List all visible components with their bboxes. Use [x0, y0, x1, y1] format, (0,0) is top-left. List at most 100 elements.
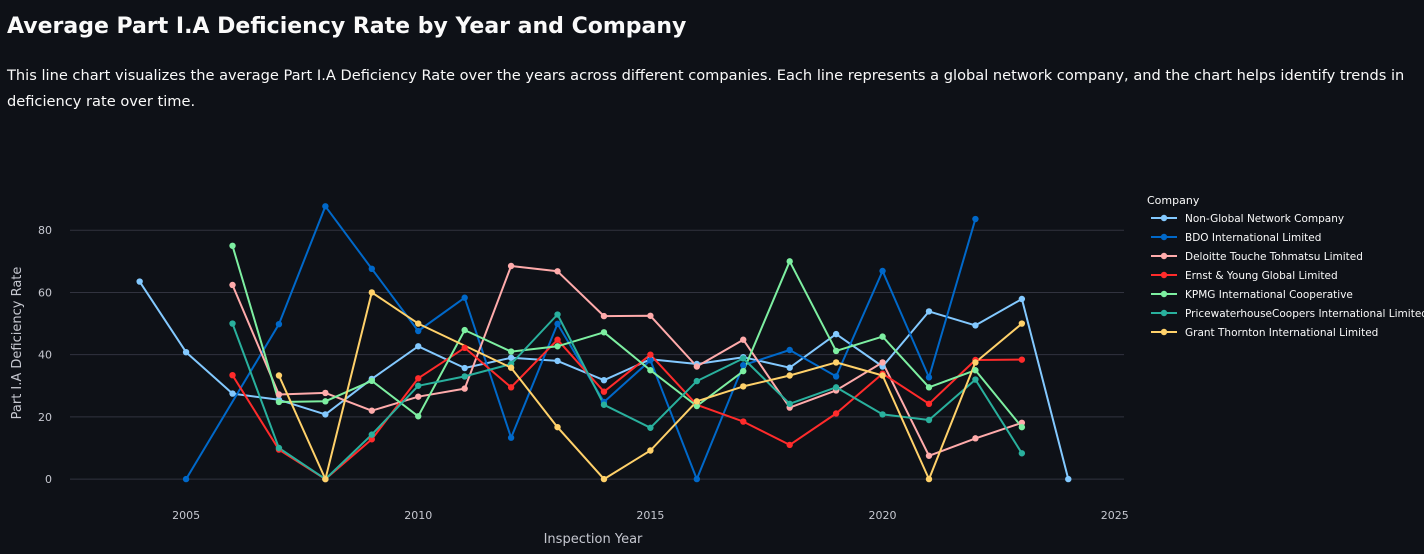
series-6-point[interactable] [925, 416, 933, 424]
series-5-point[interactable] [879, 333, 886, 340]
series-6-point[interactable] [1018, 450, 1026, 457]
series-2-point[interactable] [554, 320, 561, 328]
series-6-point[interactable] [647, 424, 654, 431]
series-6-point[interactable] [461, 373, 468, 380]
series-4-point[interactable] [415, 375, 422, 382]
series-points[interactable] [136, 203, 1072, 483]
series-5-point[interactable] [693, 402, 701, 410]
series-2-point[interactable] [879, 267, 886, 275]
series-3-point[interactable] [229, 281, 236, 289]
series-6-point[interactable] [368, 431, 376, 438]
series-5-point[interactable] [600, 329, 608, 336]
legend-item[interactable]: KPMG International Cooperative [1151, 289, 1353, 301]
series-7-point[interactable] [600, 475, 608, 483]
series-5-point[interactable] [740, 367, 747, 375]
series-2-point[interactable] [275, 320, 283, 328]
series-2-point[interactable] [832, 373, 840, 380]
legend-item[interactable]: Deloitte Touche Tohmatsu Limited [1151, 251, 1363, 263]
series-7-line[interactable] [277, 291, 1023, 481]
series-4-point[interactable] [368, 436, 376, 443]
series-4-point[interactable] [507, 384, 515, 391]
series-1-point[interactable] [832, 330, 840, 338]
series-6-point[interactable] [879, 411, 886, 418]
series-4-point[interactable] [461, 344, 468, 352]
series-3-point[interactable] [322, 389, 329, 397]
series-2-line[interactable] [185, 205, 977, 481]
series-1-point[interactable] [461, 364, 468, 372]
series-1-point[interactable] [1018, 295, 1026, 303]
series-2-point[interactable] [740, 362, 747, 369]
series-7-point[interactable] [879, 372, 886, 379]
series-1-point[interactable] [786, 364, 793, 371]
series-3-point[interactable] [925, 452, 933, 459]
series-6-point[interactable] [415, 382, 422, 389]
series-2-point[interactable] [322, 203, 329, 210]
series-5-point[interactable] [832, 347, 840, 355]
series-7-point[interactable] [368, 289, 376, 296]
series-3-point[interactable] [507, 262, 515, 270]
series-5-point[interactable] [972, 367, 979, 374]
series-5-point[interactable] [461, 326, 468, 334]
series-3-point[interactable] [647, 312, 654, 319]
series-7-point[interactable] [322, 475, 329, 483]
series-5-point[interactable] [368, 377, 376, 384]
series-2-point[interactable] [415, 327, 422, 335]
series-3-point[interactable] [879, 359, 886, 366]
series-2-point[interactable] [182, 475, 190, 483]
series-1-point[interactable] [182, 348, 190, 356]
series-4-point[interactable] [925, 400, 933, 408]
series-5-point[interactable] [1018, 423, 1026, 431]
series-5-point[interactable] [786, 258, 793, 265]
legend-item[interactable]: PricewaterhouseCoopers International Lim… [1151, 308, 1424, 320]
series-7-point[interactable] [786, 372, 793, 379]
series-7-point[interactable] [1018, 320, 1026, 327]
series-1-point[interactable] [136, 278, 143, 285]
series-5-point[interactable] [275, 398, 283, 406]
series-6-line[interactable] [231, 313, 1023, 481]
series-4-point[interactable] [832, 410, 840, 417]
series-2-point[interactable] [693, 475, 701, 483]
series-7-point[interactable] [693, 398, 701, 405]
series-2-point[interactable] [368, 265, 376, 272]
series-3-point[interactable] [415, 393, 422, 400]
series-2-point[interactable] [972, 215, 979, 223]
series-1-point[interactable] [600, 376, 608, 384]
legend[interactable]: Company Non-Global Network Company BDO In… [1147, 194, 1424, 339]
series-7-point[interactable] [507, 364, 515, 371]
series-3-point[interactable] [554, 268, 561, 275]
series-1-point[interactable] [415, 343, 422, 350]
legend-item[interactable]: Non-Global Network Company [1151, 213, 1344, 225]
series-1-point[interactable] [229, 390, 236, 397]
legend-item[interactable]: Ernst & Young Global Limited [1151, 270, 1338, 282]
series-7-point[interactable] [972, 359, 979, 366]
series-7-point[interactable] [415, 320, 422, 327]
series-4-point[interactable] [229, 372, 236, 379]
series-3-point[interactable] [368, 407, 376, 414]
series-2-point[interactable] [647, 357, 654, 364]
series-6-point[interactable] [554, 311, 561, 318]
series-5-point[interactable] [507, 348, 515, 355]
series-6-point[interactable] [600, 401, 608, 408]
series-1-point[interactable] [1065, 475, 1072, 483]
series-1-point[interactable] [322, 411, 329, 418]
legend-item[interactable]: BDO International Limited [1151, 232, 1321, 244]
legend-item[interactable]: Grant Thornton International Limited [1151, 327, 1378, 339]
series-5-line[interactable] [231, 245, 1023, 428]
series-7-point[interactable] [925, 475, 933, 483]
series-2-point[interactable] [507, 434, 515, 441]
series-7-point[interactable] [554, 423, 561, 431]
series-2-point[interactable] [925, 374, 933, 381]
series-4-point[interactable] [600, 388, 608, 395]
series-7-point[interactable] [647, 447, 654, 454]
series-5-point[interactable] [229, 242, 236, 249]
series-6-point[interactable] [832, 384, 840, 391]
series-3-point[interactable] [972, 435, 979, 442]
series-1-point[interactable] [507, 354, 515, 361]
series-7-point[interactable] [275, 372, 283, 379]
series-4-line[interactable] [231, 338, 1022, 481]
series-6-point[interactable] [786, 400, 793, 408]
series-4-point[interactable] [740, 418, 747, 425]
series-3-point[interactable] [693, 363, 701, 370]
series-7-point[interactable] [740, 383, 747, 390]
